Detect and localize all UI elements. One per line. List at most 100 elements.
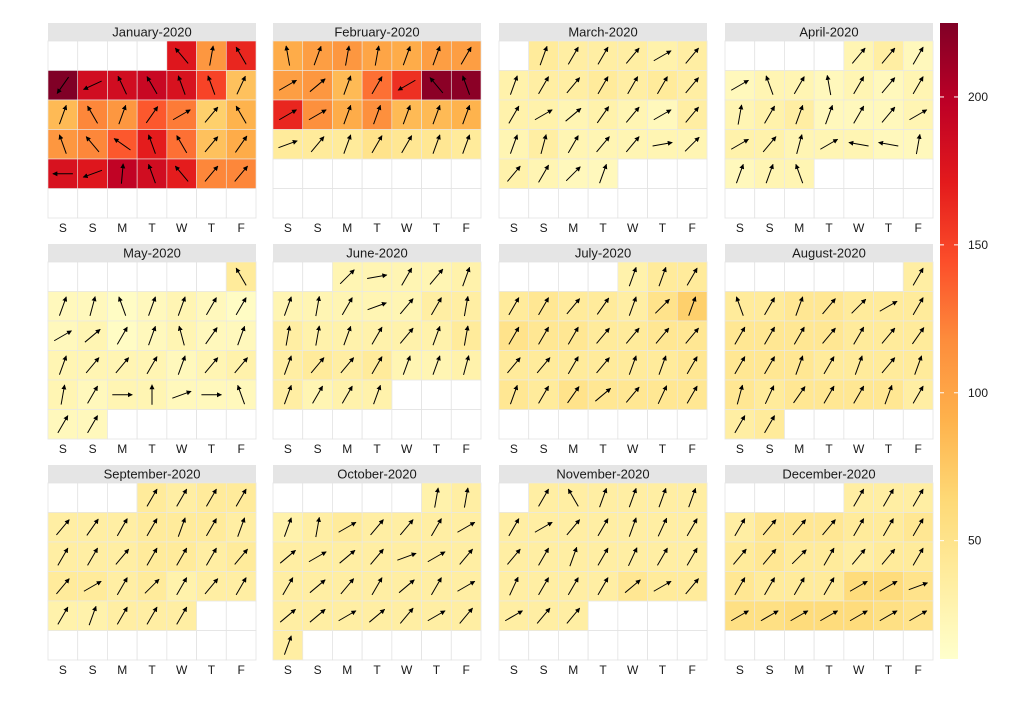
direction-arrow <box>597 577 609 596</box>
empty-cell <box>813 630 845 661</box>
direction-arrow <box>399 607 414 624</box>
direction-arrow <box>340 578 355 595</box>
weekday-label: T <box>208 221 216 235</box>
empty-cell <box>421 379 452 410</box>
empty-cell <box>784 188 815 219</box>
empty-cell <box>47 630 79 661</box>
empty-cell <box>647 600 678 631</box>
direction-arrow <box>534 109 553 121</box>
direction-arrow <box>204 578 219 595</box>
empty-cell <box>528 409 559 440</box>
empty-cell <box>843 158 874 189</box>
direction-arrow <box>538 326 550 345</box>
weekday-label: T <box>825 663 833 677</box>
empty-cell <box>617 158 648 189</box>
direction-arrow <box>881 548 896 565</box>
direction-arrow <box>87 385 99 404</box>
direction-arrow <box>538 164 550 183</box>
direction-arrow <box>764 577 776 596</box>
direction-arrow <box>402 355 411 375</box>
direction-arrow <box>790 610 809 622</box>
direction-arrow <box>565 166 581 182</box>
month-panel: August-2020 S S M T W T F <box>724 244 934 456</box>
direction-arrow <box>315 295 321 317</box>
month-panel: October-2020 S S M T W T F <box>272 465 482 677</box>
direction-arrow <box>791 549 807 565</box>
panel-title: January-2020 <box>112 25 192 40</box>
direction-arrow <box>509 134 519 154</box>
empty-cell <box>332 188 363 219</box>
direction-arrow <box>84 328 101 343</box>
direction-arrow <box>795 296 804 316</box>
weekday-label: M <box>794 663 804 677</box>
direction-arrow <box>399 519 414 536</box>
weekday-label: T <box>599 442 607 456</box>
direction-arrow <box>236 384 246 405</box>
direction-arrow <box>147 134 156 154</box>
direction-arrow <box>507 165 521 182</box>
direction-arrow <box>912 547 924 566</box>
empty-cell <box>391 158 422 189</box>
direction-arrow <box>282 577 294 596</box>
direction-arrow <box>56 519 70 536</box>
panel-strip <box>499 244 707 262</box>
empty-cell <box>302 158 333 189</box>
empty-cell <box>647 630 678 661</box>
direction-arrow <box>176 488 188 507</box>
direction-arrow <box>628 266 637 287</box>
direction-arrow <box>343 75 352 95</box>
empty-cell <box>813 40 845 71</box>
direction-arrow <box>430 518 442 537</box>
empty-cell <box>784 40 815 71</box>
empty-cell <box>391 409 422 440</box>
direction-arrow <box>625 386 640 403</box>
direction-arrow <box>83 80 102 90</box>
direction-arrow <box>371 577 383 596</box>
direction-arrow <box>369 608 386 623</box>
direction-arrow <box>534 521 553 533</box>
direction-arrow <box>765 75 774 95</box>
empty-cell <box>196 600 227 631</box>
direction-arrow <box>343 134 352 154</box>
empty-cell <box>166 409 197 440</box>
direction-arrow <box>235 135 248 153</box>
weekday-label: T <box>373 442 381 456</box>
direction-arrow <box>730 610 749 622</box>
direction-arrow <box>853 105 865 124</box>
direction-arrow <box>538 297 550 316</box>
empty-cell <box>47 261 79 292</box>
day-cell <box>587 70 619 101</box>
empty-cell <box>902 409 934 440</box>
direction-arrow <box>434 487 440 508</box>
panel-strip <box>725 465 933 483</box>
weekday-label: T <box>885 221 893 235</box>
empty-cell <box>107 482 138 513</box>
empty-cell <box>784 409 815 440</box>
direction-arrow <box>658 487 667 508</box>
weekday-label: W <box>853 442 865 456</box>
weekday-label: T <box>433 442 441 456</box>
direction-arrow <box>762 519 777 536</box>
direction-arrow <box>657 385 668 405</box>
direction-arrow <box>116 518 128 537</box>
direction-arrow <box>764 326 776 345</box>
weekday-label: S <box>736 221 744 235</box>
direction-arrow <box>116 606 128 625</box>
direction-arrow <box>764 415 776 434</box>
direction-arrow <box>177 517 186 537</box>
direction-arrow <box>567 577 579 596</box>
direction-arrow <box>118 104 127 125</box>
direction-arrow <box>399 298 414 315</box>
empty-cell <box>196 188 227 219</box>
direction-arrow <box>686 547 698 566</box>
weekday-label: T <box>885 663 893 677</box>
direction-arrow <box>343 325 352 346</box>
empty-cell <box>902 630 934 661</box>
direction-arrow <box>625 47 640 64</box>
weekday-label: T <box>659 221 667 235</box>
direction-arrow <box>881 106 896 123</box>
direction-arrow <box>853 518 865 537</box>
direction-arrow <box>402 45 411 66</box>
empty-cell <box>361 630 393 661</box>
